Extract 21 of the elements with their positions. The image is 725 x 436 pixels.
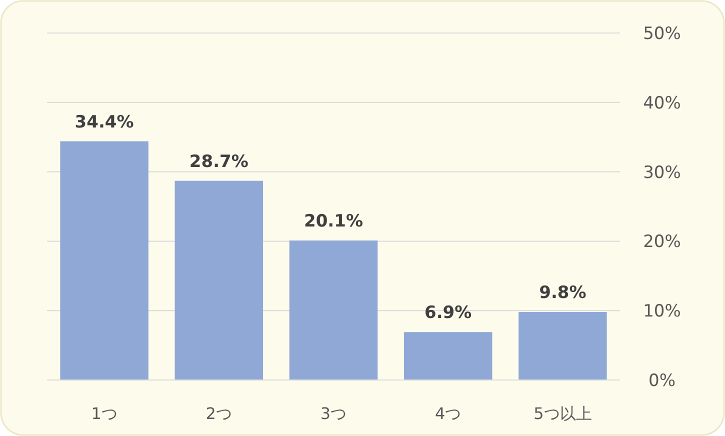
x-tick-label: 3つ <box>320 404 347 423</box>
x-tick-label: 5つ以上 <box>534 404 592 423</box>
data-label: 28.7% <box>189 152 248 172</box>
y-tick-label: 40% <box>643 93 681 114</box>
y-tick-label: 0% <box>648 371 676 391</box>
y-tick-label: 10% <box>643 302 681 322</box>
bar <box>60 141 148 380</box>
bar <box>404 332 492 380</box>
data-label: 20.1% <box>304 212 363 232</box>
data-label: 6.9% <box>424 303 472 324</box>
x-tick-label: 1つ <box>91 404 118 423</box>
data-label: 9.8% <box>539 282 586 303</box>
y-tick-label: 30% <box>643 162 681 183</box>
bar <box>289 240 378 380</box>
y-tick-label: 50% <box>643 24 681 44</box>
y-tick-label: 20% <box>643 232 681 252</box>
x-tick-label: 4つ <box>435 404 462 423</box>
data-label: 34.4% <box>74 112 134 132</box>
bar <box>174 180 264 380</box>
x-tick-label: 2つ <box>206 404 232 423</box>
bar <box>518 312 607 380</box>
